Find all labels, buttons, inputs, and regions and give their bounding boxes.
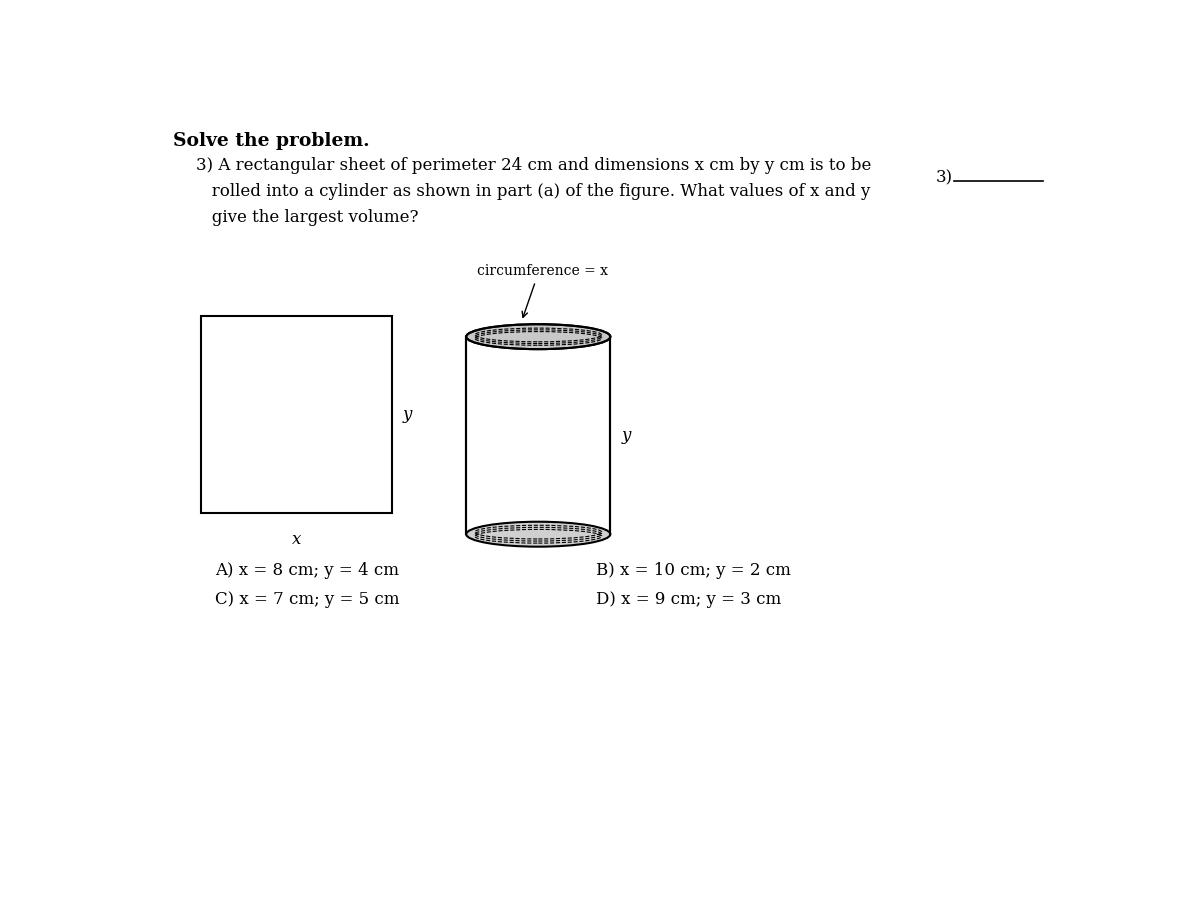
- Text: 3) A rectangular sheet of perimeter 24 cm and dimensions x cm by y cm is to be: 3) A rectangular sheet of perimeter 24 c…: [197, 157, 872, 174]
- Text: y: y: [622, 427, 631, 444]
- Text: x: x: [292, 531, 301, 548]
- Text: 3): 3): [936, 169, 953, 186]
- Bar: [467, 337, 611, 535]
- Text: C) x = 7 cm; y = 5 cm: C) x = 7 cm; y = 5 cm: [215, 591, 400, 608]
- Text: Solve the problem.: Solve the problem.: [173, 132, 370, 150]
- Text: rolled into a cylinder as shown in part (a) of the figure. What values of x and : rolled into a cylinder as shown in part …: [197, 183, 871, 200]
- Text: A) x = 8 cm; y = 4 cm: A) x = 8 cm; y = 4 cm: [215, 562, 400, 579]
- Text: D) x = 9 cm; y = 3 cm: D) x = 9 cm; y = 3 cm: [596, 591, 781, 608]
- Ellipse shape: [467, 324, 611, 349]
- Text: circumference = x: circumference = x: [478, 264, 608, 278]
- Text: B) x = 10 cm; y = 2 cm: B) x = 10 cm; y = 2 cm: [596, 562, 791, 579]
- Bar: [202, 316, 391, 513]
- Ellipse shape: [467, 522, 611, 546]
- Text: y: y: [403, 406, 413, 423]
- Text: give the largest volume?: give the largest volume?: [197, 209, 419, 226]
